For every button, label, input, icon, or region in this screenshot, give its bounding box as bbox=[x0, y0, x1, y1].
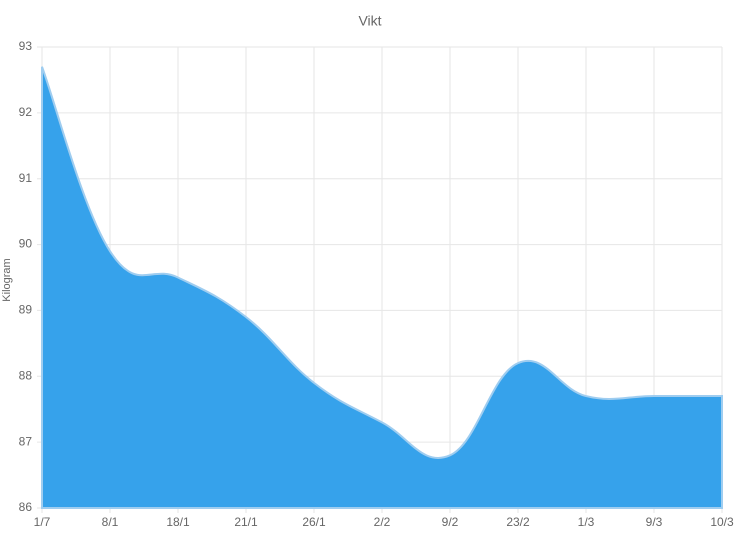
x-tick-label: 21/1 bbox=[234, 515, 258, 529]
y-tick-label: 87 bbox=[19, 434, 33, 448]
chart-title: Vikt bbox=[358, 13, 381, 29]
x-tick-label: 1/7 bbox=[34, 515, 51, 529]
x-tick-label: 9/3 bbox=[646, 515, 663, 529]
y-tick-label: 91 bbox=[19, 171, 33, 185]
x-tick-label: 10/3 bbox=[710, 515, 734, 529]
y-tick-label: 90 bbox=[19, 237, 33, 251]
y-tick-label: 88 bbox=[19, 368, 33, 382]
x-tick-label: 1/3 bbox=[578, 515, 595, 529]
x-tick-label: 8/1 bbox=[102, 515, 119, 529]
y-tick-label: 93 bbox=[19, 39, 33, 53]
x-tick-label: 18/1 bbox=[166, 515, 190, 529]
x-tick-label: 26/1 bbox=[302, 515, 326, 529]
y-tick-label: 89 bbox=[19, 303, 33, 317]
x-tick-label: 2/2 bbox=[374, 515, 391, 529]
x-tick-label: 9/2 bbox=[442, 515, 459, 529]
x-tick-label: 23/2 bbox=[506, 515, 530, 529]
y-tick-label: 86 bbox=[19, 500, 33, 514]
y-axis-label: Kilogram bbox=[1, 258, 13, 301]
y-tick-label: 92 bbox=[19, 105, 33, 119]
area bbox=[41, 66, 723, 509]
